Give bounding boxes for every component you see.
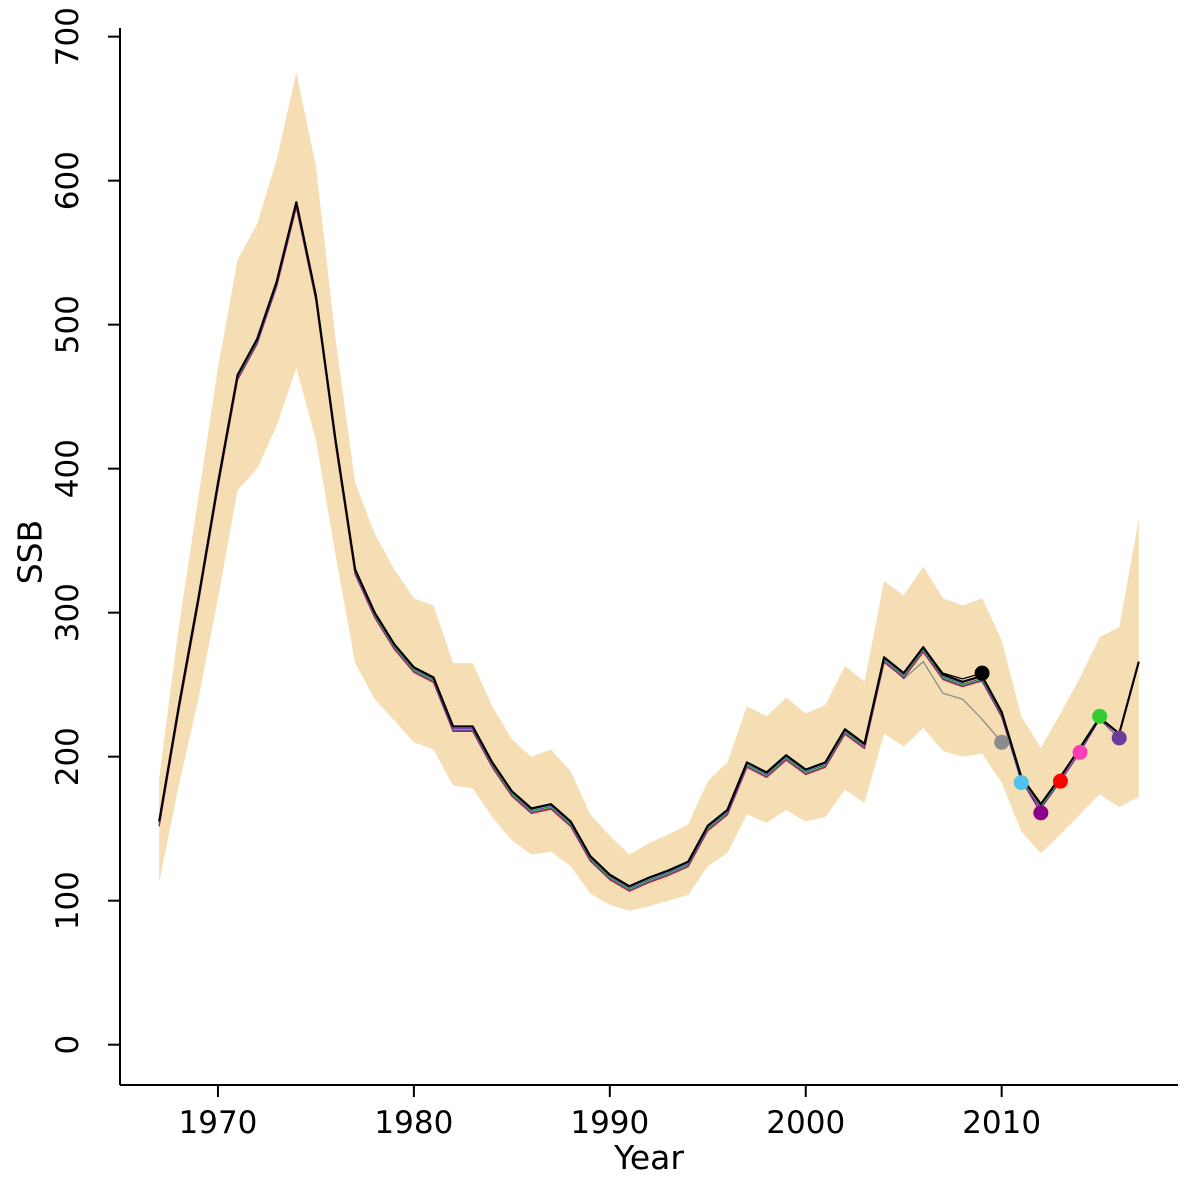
base-ssb-line xyxy=(158,201,1140,888)
retro-terminal-dot-2013 xyxy=(1052,773,1068,789)
retro-terminal-dot-2011 xyxy=(1013,775,1029,791)
retro-terminal-dot-2010 xyxy=(994,734,1010,750)
confidence-band xyxy=(159,72,1139,911)
x-tick-label-1990: 1990 xyxy=(570,1105,649,1141)
x-tick-label-2000: 2000 xyxy=(766,1105,845,1141)
retro-terminal-dot-2014 xyxy=(1072,744,1088,760)
x-tick-label-1980: 1980 xyxy=(374,1105,453,1141)
y-tick-label-100: 100 xyxy=(50,871,86,930)
retro-terminal-dot-2015 xyxy=(1092,708,1108,724)
retro-terminal-dot-2016 xyxy=(1111,730,1127,746)
x-tick-label-2010: 2010 xyxy=(962,1105,1041,1141)
retro-terminal-dot-2012 xyxy=(1033,805,1049,821)
y-axis-label: SSB xyxy=(10,519,50,585)
y-tick-label-400: 400 xyxy=(50,439,86,498)
y-tick-label-600: 600 xyxy=(50,151,86,210)
y-tick-label-700: 700 xyxy=(50,7,86,66)
y-tick-label-200: 200 xyxy=(50,727,86,786)
retro-terminal-dot-2009 xyxy=(974,665,990,681)
y-tick-label-500: 500 xyxy=(50,295,86,354)
y-tick-label-0: 0 xyxy=(50,1035,86,1055)
x-tick-label-1970: 1970 xyxy=(179,1105,258,1141)
x-axis-label: Year xyxy=(614,1138,684,1177)
y-tick-label-300: 300 xyxy=(50,583,86,642)
